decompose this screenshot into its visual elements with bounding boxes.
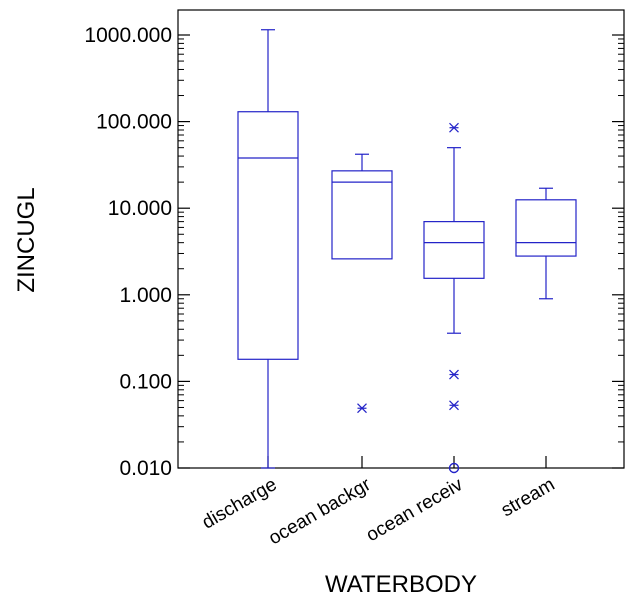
box-body xyxy=(331,170,393,260)
x-axis-title: WATERBODY xyxy=(325,571,477,598)
box-body xyxy=(237,111,299,360)
outlier-point xyxy=(449,122,459,133)
box-ocean-backgr xyxy=(331,153,393,414)
x-tick-label: ocean backgr xyxy=(265,474,375,550)
y-tick-label: 10.000 xyxy=(108,197,172,220)
far-outlier-point xyxy=(448,462,460,474)
plot-frame xyxy=(177,9,625,469)
plot-border xyxy=(177,9,625,469)
box-body xyxy=(423,221,485,279)
y-minor-ticks xyxy=(178,38,624,443)
y-axis-title: ZINCUGL xyxy=(13,187,40,292)
outlier-point xyxy=(449,369,459,380)
y-tick-label: 0.100 xyxy=(119,370,172,393)
outlier-point xyxy=(357,403,367,414)
box-series xyxy=(237,29,577,474)
y-tick-label: 1000.000 xyxy=(84,24,172,47)
y-tick-label: 1.000 xyxy=(119,284,172,307)
box-body xyxy=(515,199,577,257)
x-tick-label: discharge xyxy=(199,474,281,533)
x-tick-label: ocean receiv xyxy=(363,474,467,546)
box-discharge xyxy=(237,29,299,469)
y-tick-label: 0.010 xyxy=(119,457,172,480)
box-ocean-receiv xyxy=(423,122,485,474)
x-tick-label: stream xyxy=(498,474,559,521)
y-tick-label: 100.000 xyxy=(96,111,172,134)
outlier-point xyxy=(449,400,459,411)
y-axis: 0.010 0.100 1.000 10.000 100.000 1000.000 xyxy=(84,24,624,480)
box-stream xyxy=(515,187,577,300)
